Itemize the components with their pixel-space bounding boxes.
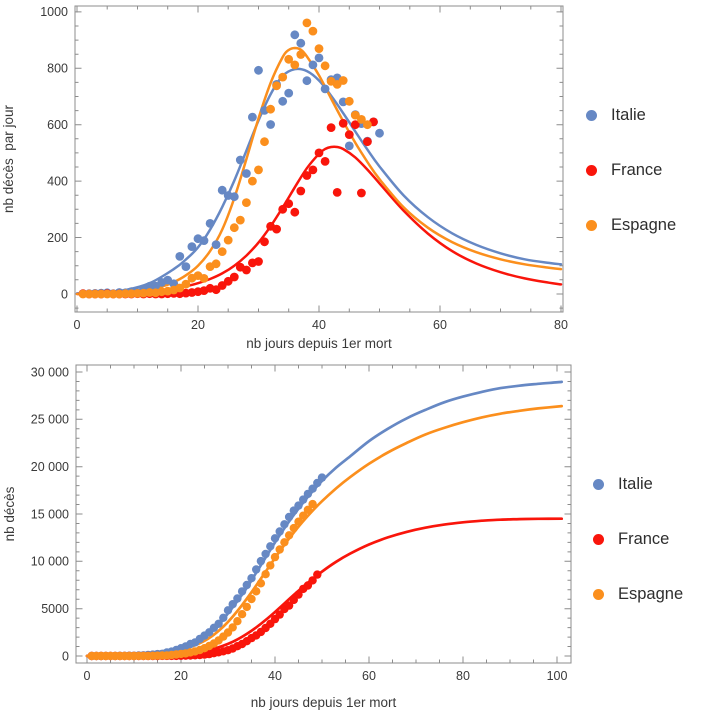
x-tick-label: 20: [191, 318, 205, 332]
x-tick-label: 0: [74, 318, 81, 332]
legend-item-france: France: [593, 525, 683, 553]
cumulative-deaths-chart: 0 20 40 60 80 100 0 5000 10 000 15 000 20 000 25 00…: [2, 364, 572, 710]
fit-curve-france: [85, 517, 564, 658]
fit-curve-france: [75, 145, 563, 296]
legend-item-france: France: [586, 156, 676, 184]
plot-frame: [75, 364, 572, 664]
y-tick-label: 15 000: [31, 507, 69, 521]
fit-curve-espagne: [85, 404, 564, 658]
y-axis-label: nb décès: [2, 486, 17, 541]
points-italie: [78, 30, 384, 299]
legend-label: Espagne: [611, 215, 677, 234]
y-tick-label: 20 000: [31, 460, 69, 474]
points-espagne: [87, 499, 317, 661]
x-tick-label: 60: [433, 318, 447, 332]
fit-curve-espagne: [75, 46, 563, 296]
y-tick-label: 200: [47, 231, 68, 245]
italie-legend-dot-icon: [593, 478, 604, 490]
italie-legend-dot-icon: [586, 109, 597, 121]
daily-chart-legend: Italie France Espagne: [586, 101, 676, 266]
y-tick-label: 0: [62, 649, 69, 663]
plot-frame: [74, 5, 564, 313]
legend-label: France: [618, 529, 670, 548]
y-tick-label: 0: [61, 287, 68, 301]
x-tick-label: 20: [174, 669, 188, 683]
y-axis-label: nb décès par jour: [1, 104, 16, 213]
y-tick-label: 400: [47, 174, 68, 188]
legend-item-espagne: Espagne: [593, 580, 683, 608]
legend-item-espagne: Espagne: [586, 211, 676, 239]
x-tick-label: 100: [547, 669, 568, 683]
cumulative-chart-legend: Italie France Espagne: [593, 470, 683, 635]
x-tick-label: 40: [312, 318, 326, 332]
points-italie: [87, 473, 327, 661]
espagne-legend-dot-icon: [593, 588, 604, 600]
legend-item-italie: Italie: [586, 101, 676, 129]
x-tick-label: 40: [268, 669, 282, 683]
fit-curve-italie: [75, 67, 563, 295]
y-tick-label: 30 000: [31, 365, 69, 379]
x-tick-label: 80: [554, 318, 568, 332]
y-tick-label: 25 000: [31, 413, 69, 427]
y-tick-label: 5000: [41, 602, 69, 616]
x-tick-label: 60: [362, 669, 376, 683]
y-tick-label: 10 000: [31, 555, 69, 569]
x-tick-label: 80: [456, 669, 470, 683]
y-tick-label: 600: [47, 118, 68, 132]
france-legend-dot-icon: [593, 533, 604, 545]
y-tick-label: 1000: [40, 5, 68, 19]
legend-label: Italie: [618, 474, 653, 493]
axis-ticks: [75, 6, 563, 312]
legend-label: Espagne: [618, 584, 684, 603]
axis-ticks: [76, 365, 571, 663]
legend-label: Italie: [611, 105, 646, 124]
france-legend-dot-icon: [586, 164, 597, 176]
y-tick-label: 800: [47, 62, 68, 76]
legend-item-italie: Italie: [593, 470, 683, 498]
x-axis-label: nb jours depuis 1er mort: [251, 695, 397, 710]
espagne-legend-dot-icon: [586, 219, 597, 231]
x-tick-label: 0: [84, 669, 91, 683]
x-axis-label: nb jours depuis 1er mort: [246, 336, 392, 351]
legend-label: France: [611, 160, 663, 179]
points-espagne: [78, 18, 372, 299]
